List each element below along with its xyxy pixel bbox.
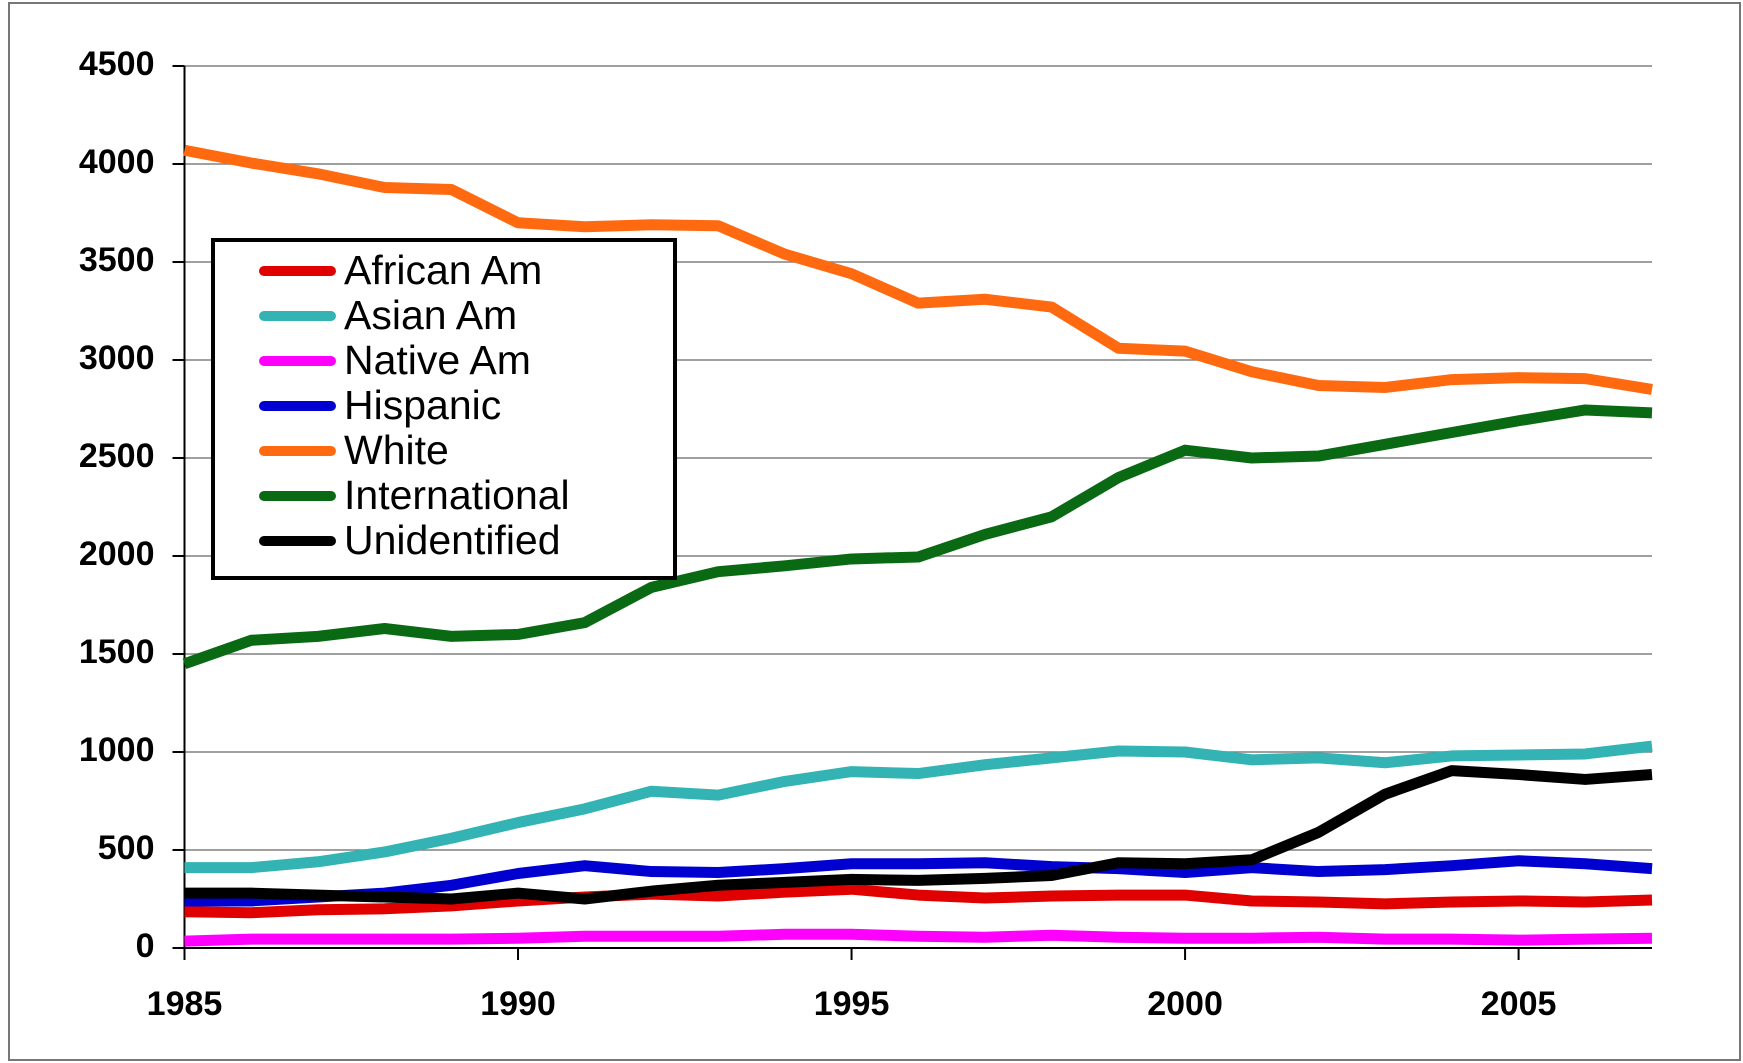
legend-label: African Am (344, 247, 542, 293)
y-tick-label: 2000 (79, 535, 155, 573)
series-line (184, 765, 1653, 905)
legend-label: White (344, 427, 449, 473)
series-line (184, 883, 1653, 919)
x-tick-label: 2005 (1481, 985, 1557, 1023)
series-line (182, 404, 1653, 669)
legend-label: International (344, 472, 570, 518)
x-tick-label: 2000 (1147, 985, 1223, 1023)
y-tick-label: 500 (98, 829, 155, 867)
y-tick-label: 3500 (79, 241, 155, 279)
x-tick-label: 1995 (814, 985, 890, 1023)
legend-label: Native Am (344, 337, 531, 383)
y-tick-label: 0 (136, 927, 155, 965)
y-tick-label: 1000 (79, 731, 155, 769)
series-line (184, 855, 1653, 907)
series-line (184, 740, 1653, 874)
legend-label: Hispanic (344, 382, 501, 428)
legend-label: Unidentified (344, 517, 561, 563)
y-tick-label: 4500 (79, 45, 155, 83)
y-tick-label: 2500 (79, 437, 155, 475)
x-tick-label: 1990 (480, 985, 556, 1023)
series-line (183, 144, 1653, 395)
legend-label: Asian Am (344, 292, 517, 338)
x-tick-label: 1985 (147, 985, 223, 1023)
y-tick-label: 3000 (79, 339, 155, 377)
y-tick-label: 1500 (79, 633, 155, 671)
series-line (184, 928, 1653, 947)
frame (8, 2, 1741, 1061)
y-tick-label: 4000 (79, 143, 155, 181)
